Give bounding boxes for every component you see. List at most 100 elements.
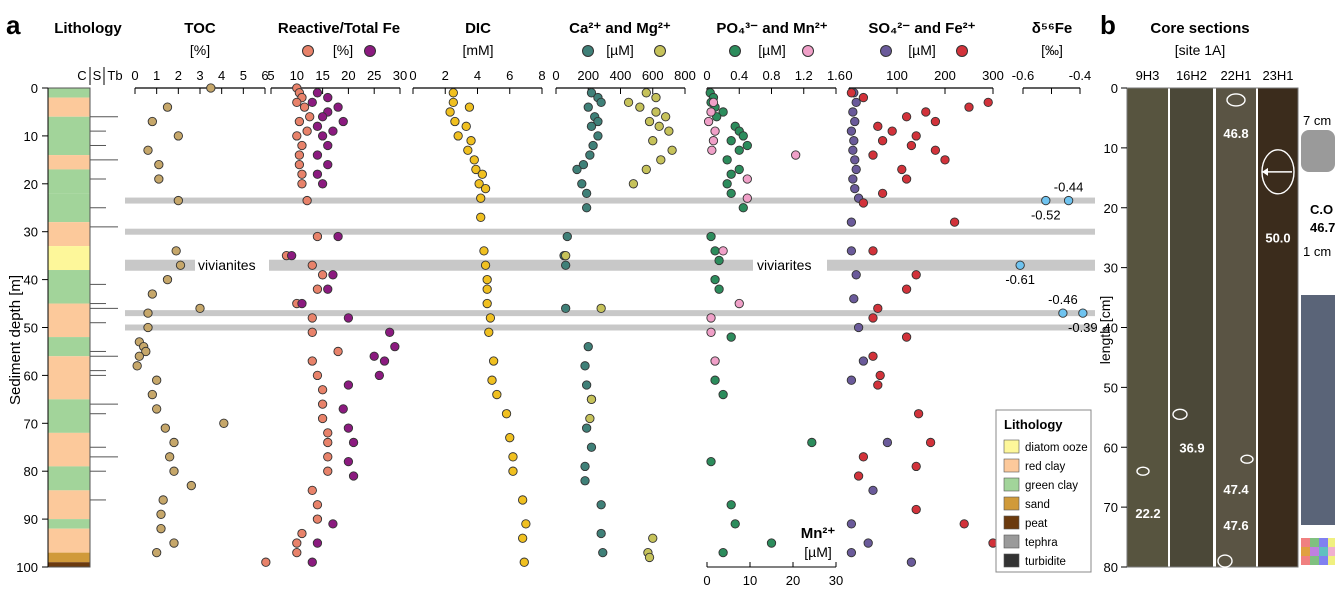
x-tick-label: 300 [982,68,1004,83]
depth-tick-label-6: 60 [24,368,38,383]
legend-swatch [1003,439,1020,454]
data-point [343,313,354,323]
data-point [901,174,912,184]
data-point [742,140,752,151]
color-chart-cell [1301,556,1310,565]
data-point [648,533,658,543]
data-point [152,375,162,385]
core-annotation-label: 50.0 [1265,231,1290,246]
data-point [848,107,858,117]
header-ca-mg: Ca²⁺ and Mg²⁺ [569,20,671,37]
data-point [312,514,323,524]
data-point [323,437,333,448]
panel-axis-3: 0 200 400 600 800 [552,68,696,94]
data-point [141,346,151,357]
data-point [882,437,893,448]
lith-unit-9 [48,303,90,338]
unit-d56fe: [‰] [1041,42,1063,58]
data-point [644,116,655,127]
color-chart-cell [1319,547,1328,556]
core-side-label: 7 cm [1303,113,1331,128]
series-1-1 [286,88,400,567]
data-point [651,92,661,103]
side-photo-grains [1301,295,1335,525]
core-annotation-label: 47.6 [1223,518,1248,533]
core-y-tick-label: 60 [1104,440,1118,455]
data-point [317,270,328,280]
core-section-label: 9H3 [1136,68,1160,83]
data-point [294,159,305,170]
lith-unit-14 [48,466,90,491]
data-point [581,380,592,390]
data-point [586,121,597,131]
series-2-0 [445,88,531,567]
data-point [1041,195,1051,206]
lith-unit-8 [48,270,90,304]
lith-sub-tb: Tb [107,68,122,83]
data-point [718,246,728,256]
lith-unit-11 [48,356,90,400]
color-chart-cell [1310,556,1319,565]
data-point [162,102,173,112]
data-point [369,351,379,361]
legend-swatch [1003,477,1020,492]
data-point [461,121,471,131]
data-point [261,557,271,567]
data-point [598,547,608,558]
data-point [206,83,216,93]
mn-axis-unit: [µM] [804,544,832,560]
data-point [343,456,354,467]
data-point [706,313,716,323]
core-side-label: 46.7 [1310,220,1335,235]
data-point [858,92,869,103]
series-4-0 [705,88,817,558]
data-point [292,131,302,141]
lith-unit-19 [48,562,90,567]
color-chart-cell [1319,556,1328,565]
data-point [911,131,921,141]
data-point [766,538,777,548]
data-point [466,136,476,146]
data-point [312,370,323,381]
x-tick-label: 8 [538,68,545,83]
data-point [480,260,491,270]
data-point [162,274,173,285]
data-label: -0.52 [1031,208,1061,223]
core-side-label: 1 cm [1303,244,1331,259]
core-annotation-ellipse [1226,93,1246,107]
data-point [317,112,328,122]
data-point [1063,195,1074,206]
data-point [323,140,333,151]
unit-fe: [%] [333,42,353,58]
data-point [846,375,857,385]
data-point [593,116,603,127]
lith-unit-1 [48,97,90,117]
data-point [307,485,317,496]
data-point [596,97,606,108]
depth-tick-label-1: 10 [24,129,38,144]
data-point [858,452,869,462]
data-point [906,140,917,151]
data-point [147,289,157,299]
data-point [586,442,597,452]
data-point [580,361,590,371]
core-side-label: C.O [1310,202,1333,217]
data-point [385,327,395,337]
data-point [964,102,974,112]
data-point [476,193,486,203]
data-point [317,131,328,141]
x-tick-label: 200 [577,68,599,83]
data-point [469,155,479,165]
data-point [307,557,317,567]
data-point [846,246,857,256]
data-point [307,327,317,337]
unit-toc: [%] [190,42,210,58]
data-point [921,107,931,117]
data-point [134,351,144,361]
secondary-tick-label: 0 [703,573,710,588]
data-point [323,92,333,103]
data-point [186,480,196,491]
x-tick-label: -0.6 [1012,68,1034,83]
x-tick-label: 600 [642,68,664,83]
data-point [868,246,878,256]
